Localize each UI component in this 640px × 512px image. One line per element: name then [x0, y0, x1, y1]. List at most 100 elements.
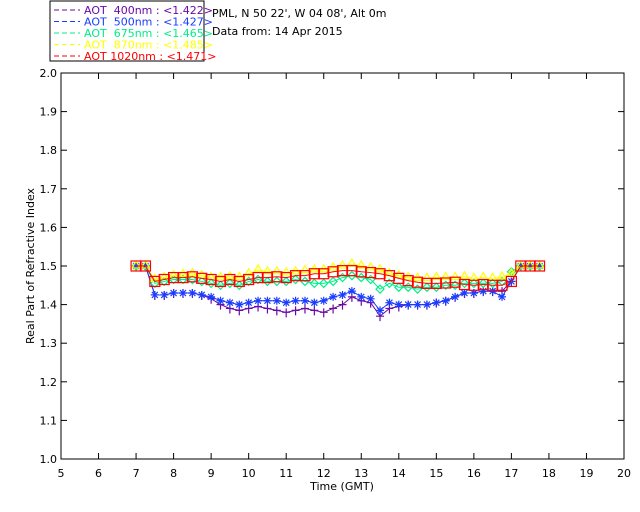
data-point [460, 289, 469, 298]
data-point [394, 300, 403, 309]
x-tick-label: 16 [467, 467, 481, 480]
data-point [207, 292, 216, 301]
x-tick-label: 19 [579, 467, 593, 480]
y-tick-label: 1.3 [40, 337, 58, 350]
y-tick-label: 1.1 [40, 414, 58, 427]
x-tick-label: 13 [354, 467, 368, 480]
data-point [319, 308, 328, 318]
data-point [347, 270, 357, 281]
y-tick-label: 1.4 [40, 299, 58, 312]
data-point [262, 265, 273, 275]
x-axis-label: Time (GMT) [309, 480, 374, 493]
data-point [328, 276, 338, 287]
data-point [310, 306, 319, 316]
data-point [469, 289, 478, 298]
data-point [478, 278, 489, 289]
x-tick-label: 10 [242, 467, 256, 480]
data-point [225, 278, 235, 289]
data-point [450, 280, 460, 291]
data-point [188, 289, 197, 298]
data-point [365, 274, 376, 285]
data-point [318, 268, 330, 280]
data-point [347, 287, 356, 296]
data-point [496, 279, 508, 291]
legend-entry: AOT 400nm : <1.422> [84, 4, 213, 17]
data-point [291, 306, 300, 316]
data-point [451, 292, 460, 301]
data-point [160, 290, 169, 299]
site-label: PML, N 50 22', W 04 08', Alt 0m [212, 7, 386, 20]
data-point [337, 272, 348, 283]
x-tick-label: 6 [95, 467, 102, 480]
x-tick-label: 7 [133, 467, 140, 480]
data-point [413, 300, 422, 309]
data-point [197, 290, 206, 299]
data-point [282, 308, 291, 318]
legend-entry: AOT 500nm : <1.427> [84, 16, 213, 29]
data-point [411, 276, 424, 288]
data-point [384, 278, 395, 289]
data-point [252, 271, 264, 284]
data-point [214, 275, 227, 288]
data-point [534, 259, 545, 269]
data-point [459, 270, 470, 280]
data-point [440, 280, 451, 291]
y-tick-label: 1.6 [40, 221, 58, 234]
data-point [366, 294, 375, 303]
data-point [233, 275, 245, 288]
data-point [393, 282, 404, 293]
data-point [271, 271, 283, 283]
data-point [272, 296, 281, 305]
data-point [385, 298, 394, 307]
x-tick-label: 12 [317, 467, 331, 480]
data-point [337, 259, 348, 269]
x-tick-label: 9 [208, 467, 215, 480]
data-point [459, 278, 470, 289]
data-point [515, 259, 526, 269]
x-tick-label: 18 [542, 467, 556, 480]
data-point [263, 296, 272, 305]
x-tick-label: 11 [279, 467, 293, 480]
data-point [430, 277, 442, 289]
data-point [282, 298, 291, 307]
data-point [469, 278, 479, 289]
data-point [262, 276, 273, 287]
data-point [215, 280, 226, 291]
data-point [393, 269, 404, 279]
x-tick-label: 8 [170, 467, 177, 480]
data-point [253, 263, 264, 273]
data-point [243, 273, 255, 286]
data-point [177, 271, 189, 284]
y-tick-label: 1.2 [40, 376, 58, 389]
data-point [149, 275, 161, 288]
x-tick-label: 15 [429, 467, 443, 480]
data-point [224, 273, 236, 286]
y-axis-label: Real Part of Refractive Index [24, 187, 37, 344]
data-point [376, 306, 385, 315]
data-point [186, 271, 198, 283]
data-point [421, 277, 433, 289]
y-tick-label: 1.0 [40, 453, 58, 466]
data-point [300, 296, 309, 305]
data-point [309, 278, 320, 289]
data-point [196, 272, 208, 284]
data-point [404, 300, 413, 309]
data-point [412, 284, 423, 295]
data-point [187, 274, 198, 285]
y-tick-label: 1.7 [40, 183, 58, 196]
data-point [299, 264, 311, 274]
data-point [206, 278, 216, 289]
data-point [308, 268, 320, 280]
data-point [150, 290, 159, 299]
data-point [178, 289, 187, 298]
data-point [346, 265, 358, 277]
data-point [243, 267, 254, 277]
data-point [477, 278, 489, 291]
data-point [196, 269, 207, 279]
data-point [205, 273, 217, 286]
data-point [479, 287, 488, 296]
data-point [158, 273, 170, 286]
y-tick-label: 1.5 [40, 260, 58, 273]
data-point [290, 274, 301, 285]
